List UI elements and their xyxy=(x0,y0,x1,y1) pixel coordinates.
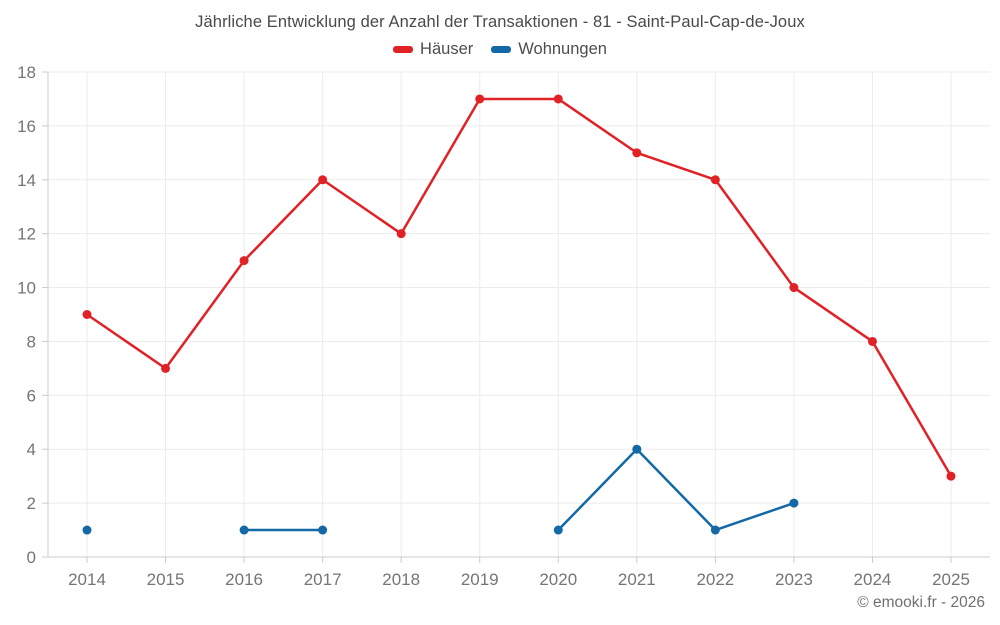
x-axis-tick-label: 2014 xyxy=(68,570,106,589)
x-axis-tick-label: 2017 xyxy=(304,570,342,589)
x-axis-tick-label: 2023 xyxy=(775,570,813,589)
data-point[interactable] xyxy=(553,94,563,104)
legend-item-wohnungen[interactable]: Wohnungen xyxy=(491,40,607,59)
data-point[interactable] xyxy=(82,310,92,319)
y-axis-tick-label: 8 xyxy=(27,332,36,351)
y-axis-tick-label: 10 xyxy=(17,279,36,298)
data-point[interactable] xyxy=(318,525,328,535)
y-axis-tick-label: 18 xyxy=(17,63,36,82)
x-axis-tick-label: 2019 xyxy=(461,570,499,589)
x-axis-tick-label: 2015 xyxy=(147,570,185,589)
data-point[interactable] xyxy=(161,363,171,373)
data-point[interactable] xyxy=(396,229,406,239)
data-point[interactable] xyxy=(710,525,720,535)
axis-tick-labels: 0 2 4 6 8 10 12 14 16 18 2014 2015 2016 2017 2018 2019 2… xyxy=(17,63,970,589)
y-axis-tick-label: 2 xyxy=(27,494,36,513)
data-point[interactable] xyxy=(789,283,799,293)
x-axis-tick-label: 2024 xyxy=(854,570,892,589)
x-axis-tick-label: 2020 xyxy=(539,570,577,589)
legend-item-haeuser[interactable]: Häuser xyxy=(393,40,473,59)
legend-label: Häuser xyxy=(420,40,474,58)
y-axis-tick-label: 12 xyxy=(17,225,36,244)
x-axis-tick-label: 2022 xyxy=(696,570,734,589)
y-axis-tick-label: 4 xyxy=(27,440,36,459)
x-axis-tick-label: 2021 xyxy=(618,570,656,589)
y-axis-tick-label: 6 xyxy=(27,386,36,405)
axes xyxy=(42,71,990,563)
data-point[interactable] xyxy=(789,498,799,508)
data-point[interactable] xyxy=(82,525,92,535)
data-point[interactable] xyxy=(867,336,877,346)
series-wohnungen xyxy=(82,444,799,535)
data-point[interactable] xyxy=(239,256,249,266)
series-line xyxy=(557,447,796,532)
chart-title: Jährliche Entwicklung der Anzahl der Tra… xyxy=(195,13,805,31)
series-line xyxy=(85,97,953,478)
legend-marker-icon xyxy=(393,46,414,53)
data-point[interactable] xyxy=(632,148,642,158)
x-axis-tick-label: 2016 xyxy=(225,570,263,589)
series-haeuser xyxy=(82,94,956,481)
y-axis-tick-label: 16 xyxy=(17,117,36,136)
copyright-credit: © emooki.fr - 2026 xyxy=(857,594,985,611)
data-point[interactable] xyxy=(475,94,485,104)
data-point[interactable] xyxy=(946,471,956,481)
x-axis-tick-label: 2018 xyxy=(382,570,420,589)
legend-label: Wohnungen xyxy=(518,40,607,58)
legend-marker-icon xyxy=(491,46,512,53)
data-point[interactable] xyxy=(318,175,328,185)
grid-lines xyxy=(48,71,990,557)
data-point[interactable] xyxy=(632,444,642,454)
data-point[interactable] xyxy=(553,525,563,535)
data-point[interactable] xyxy=(239,525,249,535)
y-axis-tick-label: 14 xyxy=(17,171,36,190)
data-point[interactable] xyxy=(710,175,720,185)
y-axis-tick-label: 0 xyxy=(27,548,36,567)
x-axis-tick-label: 2025 xyxy=(932,570,970,589)
chart-legend: Häuser Wohnungen xyxy=(0,40,1000,59)
